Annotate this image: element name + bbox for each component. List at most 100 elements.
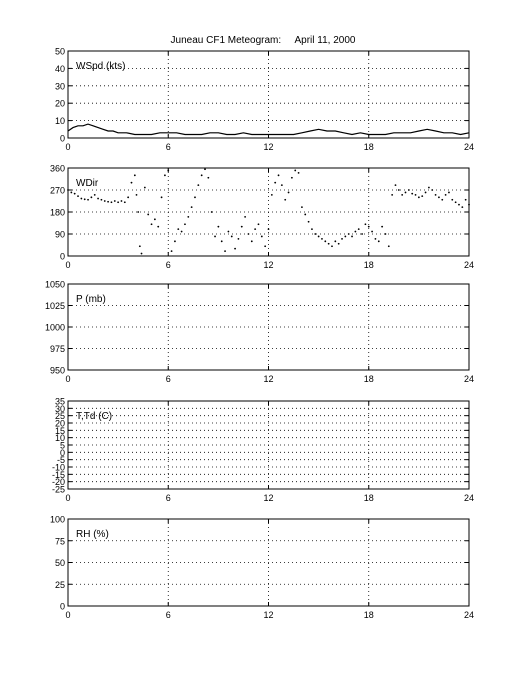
y-tick-label: 0 — [60, 448, 65, 458]
y-tick-label: -15 — [52, 470, 65, 480]
y-tick-label: -10 — [52, 463, 65, 473]
x-tick-label: 12 — [263, 610, 273, 620]
y-tick-label: 90 — [55, 230, 65, 240]
scatter-point — [287, 191, 290, 194]
scatter-point — [297, 171, 300, 174]
figure-title: Juneau CF1 Meteogram: April 11, 2000 — [171, 35, 356, 46]
scatter-point — [135, 193, 138, 196]
x-tick-label: 12 — [263, 142, 273, 152]
scatter-point — [324, 240, 327, 243]
scatter-point — [464, 198, 467, 201]
scatter-point — [204, 168, 206, 171]
scatter-point — [194, 196, 196, 199]
x-tick-label: 0 — [65, 493, 70, 503]
scatter-point — [254, 228, 257, 231]
y-tick-label: -25 — [52, 485, 65, 495]
scatter-point — [77, 195, 79, 198]
panel-3: 950 975 1000 1025 1050 0 6 12 18 24 P (mb) — [45, 280, 474, 385]
scatter-point — [364, 223, 367, 226]
scatter-point — [207, 176, 210, 179]
y-tick-label: -5 — [57, 455, 65, 465]
scatter-point — [110, 201, 113, 204]
scatter-point — [331, 245, 333, 248]
scatter-point — [321, 237, 323, 240]
scatter-point — [468, 203, 470, 206]
x-tick-label: 18 — [364, 260, 374, 270]
panel-label: RH (%) — [76, 529, 109, 540]
scatter-point — [407, 189, 410, 191]
y-tick-label: 180 — [50, 208, 65, 218]
y-tick-label: 975 — [50, 344, 65, 354]
y-tick-label: 1050 — [45, 280, 65, 290]
scatter-point — [234, 247, 236, 250]
scatter-point — [117, 201, 120, 204]
x-tick-label: 12 — [263, 260, 273, 270]
scatter-point — [170, 250, 173, 253]
scatter-point — [70, 191, 73, 194]
scatter-point — [214, 235, 216, 238]
scatter-point — [160, 196, 163, 199]
scatter-point — [458, 203, 460, 206]
scatter-point — [210, 211, 213, 213]
y-tick-label: 35 — [55, 397, 65, 407]
y-tick-label: 20 — [55, 99, 65, 109]
panel-label: WDir — [76, 178, 99, 189]
scatter-point — [301, 206, 303, 209]
scatter-point — [351, 235, 353, 238]
scatter-point — [314, 233, 317, 235]
scatter-point — [421, 195, 424, 198]
scatter-point — [138, 245, 141, 248]
scatter-point — [384, 233, 387, 235]
scatter-point — [317, 235, 320, 238]
panel-label: T,Td (C) — [76, 411, 112, 422]
y-tick-label: 50 — [55, 558, 65, 568]
scatter-point — [143, 186, 146, 189]
axes-box — [67, 50, 470, 139]
scatter-point — [438, 196, 440, 199]
y-tick-label: 25 — [55, 411, 65, 421]
scatter-point — [461, 206, 464, 209]
scatter-point — [401, 193, 404, 196]
scatter-point — [454, 201, 457, 204]
scatter-point — [153, 218, 156, 221]
y-tick-label: 100 — [50, 515, 65, 525]
scatter-point — [237, 237, 240, 240]
y-tick-label: 10 — [55, 116, 65, 126]
scatter-point — [123, 201, 126, 204]
scatter-point — [73, 192, 76, 195]
scatter-point — [311, 228, 313, 231]
y-tick-label: 0 — [60, 134, 65, 144]
scatter-point — [174, 240, 176, 243]
scatter-point — [197, 184, 200, 187]
scatter-point — [391, 193, 394, 196]
scatter-point — [451, 198, 454, 201]
scatter-point — [441, 198, 444, 201]
scatter-point — [80, 197, 83, 200]
scatter-point — [414, 193, 417, 196]
y-tick-label: 0 — [60, 602, 65, 612]
scatter-point — [180, 230, 183, 233]
scatter-point — [334, 240, 337, 243]
scatter-point — [448, 191, 450, 194]
scatter-point — [347, 233, 350, 235]
scatter-point — [424, 191, 427, 194]
scatter-point — [327, 242, 330, 245]
scatter-point — [307, 220, 310, 223]
x-tick-label: 18 — [364, 142, 374, 152]
y-tick-label: 75 — [55, 536, 65, 546]
scatter-point — [107, 200, 109, 203]
scatter-point — [260, 235, 263, 238]
x-tick-label: 0 — [65, 610, 70, 620]
scatter-point — [344, 235, 347, 238]
scatter-point — [164, 174, 166, 177]
scatter-point — [127, 196, 130, 199]
scatter-point — [167, 169, 170, 172]
scatter-point — [377, 240, 380, 243]
y-tick-label: 10 — [55, 433, 65, 443]
y-tick-label: 40 — [55, 64, 65, 74]
scatter-point — [184, 223, 186, 226]
scatter-point — [267, 228, 270, 231]
